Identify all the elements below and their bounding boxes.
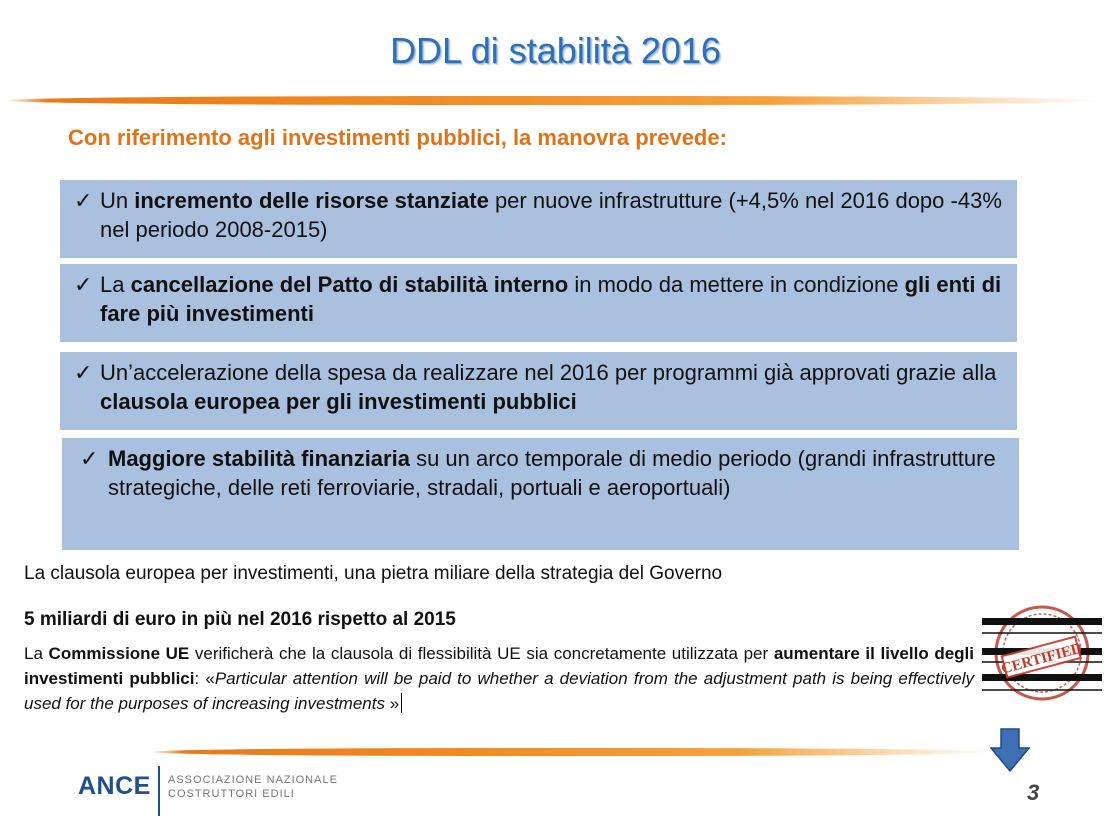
top-brush-divider	[4, 96, 1104, 105]
checkmark-icon: ✓	[74, 272, 93, 297]
commissione-paragraph: La Commissione UE verificherà che la cla…	[24, 644, 975, 713]
bullet-1-text: Un incremento delle risorse stanziate pe…	[100, 188, 1002, 242]
logo-subtitle-line-2: COSTRUTTORI EDILI	[168, 788, 295, 800]
page-number: 3	[1027, 780, 1040, 805]
checkmark-icon: ✓	[80, 446, 99, 471]
text-cursor	[401, 693, 403, 713]
logo-subtitle: ASSOCIAZIONE NAZIONALE COSTRUTTORI EDILI	[168, 773, 338, 801]
slide-title: DDL di stabilità 2016	[390, 30, 721, 71]
logo-subtitle-line-1: ASSOCIAZIONE NAZIONALE	[168, 774, 338, 786]
certified-stamp-icon: CERTIFIED	[978, 600, 1106, 706]
intro-heading: Con riferimento agli investimenti pubbli…	[68, 125, 727, 150]
miliardi-statement: 5 miliardi di euro in più nel 2016 rispe…	[24, 609, 456, 630]
bullet-box-3: ✓ Un’accelerazione della spesa da realiz…	[60, 352, 1017, 430]
checkmark-icon: ✓	[74, 360, 93, 385]
bottom-brush-divider	[150, 748, 990, 756]
bullet-3-text: Un’accelerazione della spesa da realizza…	[100, 360, 997, 414]
checkmark-icon: ✓	[74, 188, 93, 213]
bullet-4-text: Maggiore stabilità finanziaria su un arc…	[108, 446, 996, 500]
bullet-box-1: ✓ Un incremento delle risorse stanziate …	[60, 180, 1017, 258]
bullet-2-text: La cancellazione del Patto di stabilità …	[100, 272, 1002, 326]
bullet-box-2: ✓ La cancellazione del Patto di stabilit…	[60, 264, 1017, 342]
bullet-box-4: ✓ Maggiore stabilità finanziaria su un a…	[62, 438, 1019, 550]
ance-logo: ANCE	[78, 772, 151, 800]
down-arrow-icon	[989, 728, 1031, 773]
logo-divider	[158, 766, 160, 816]
clausola-statement: La clausola europea per investimenti, un…	[24, 563, 723, 584]
